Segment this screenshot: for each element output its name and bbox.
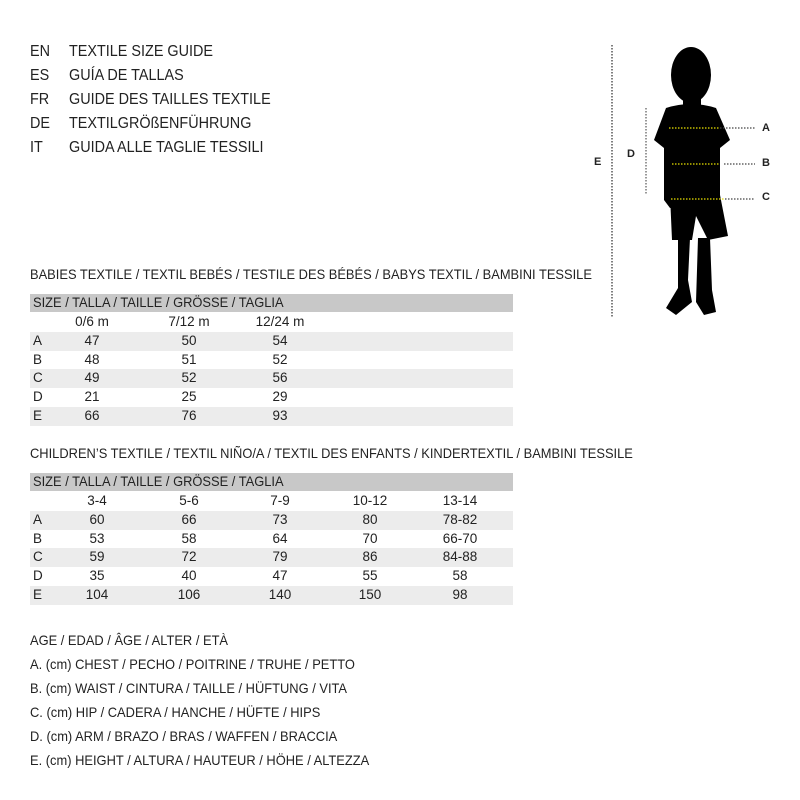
table-cell: 56 (272, 370, 288, 386)
row-label: C (33, 370, 43, 386)
table-cell: 86 (362, 549, 378, 565)
table-cell: 60 (89, 512, 105, 527)
table-cell: 53 (89, 530, 105, 546)
language-title: GUIDE DES TAILLES TEXTILE (69, 91, 271, 108)
table-cell: 25 (181, 389, 197, 405)
row-label: A (33, 512, 43, 527)
table-row: C 49 52 56 (30, 369, 513, 389)
language-title: GUÍA DE TALLAS (69, 67, 184, 84)
table-cell: 59 (89, 549, 105, 565)
row-label: D (33, 568, 43, 584)
column-header: 10-12 (352, 493, 388, 508)
table-cell: 72 (181, 549, 197, 565)
table-cell: 29 (272, 389, 288, 405)
table-cell: 54 (272, 333, 288, 348)
table-cell: 52 (272, 351, 288, 367)
column-header: 13-14 (442, 493, 478, 508)
table-cell: 35 (89, 568, 105, 584)
table-cell: 50 (181, 333, 197, 348)
table-row: B 53 58 64 70 66-70 (30, 530, 513, 549)
children-title: CHILDREN’S TEXTILE / TEXTIL NIÑO/A / TEX… (30, 445, 633, 461)
label-b: B (762, 157, 770, 169)
table-cell: 84-88 (442, 549, 478, 565)
table-row: D 21 25 29 (30, 388, 513, 407)
column-header: 5-6 (179, 493, 199, 508)
table-cell: 58 (452, 568, 468, 584)
row-label: D (33, 389, 43, 405)
table-cell: 106 (177, 586, 201, 602)
label-c: C (762, 191, 770, 203)
size-header-bar: SIZE / TALLA / TAILLE / GRÖSSE / TAGLIA (30, 473, 513, 491)
table-row: A 47 50 54 (30, 332, 513, 351)
table-cell: 79 (272, 549, 288, 565)
column-header: 7/12 m (168, 314, 210, 329)
column-header: 7-9 (270, 493, 290, 508)
table-row: A 60 66 73 80 78-82 (30, 511, 513, 530)
label-e: E (594, 156, 602, 168)
legend-item: B. (cm) WAIST / CINTURA / TAILLE / HÜFTU… (30, 680, 348, 696)
label-a: A (762, 122, 770, 134)
language-title: TEXTILGRÖßENFÜHRUNG (69, 115, 252, 132)
table-cell: 64 (272, 530, 288, 546)
table-row: B 48 51 52 (30, 351, 513, 370)
table-cell: 55 (362, 568, 378, 584)
column-header: 0/6 m (75, 314, 109, 329)
table-cell: 40 (181, 568, 197, 584)
legend-item: AGE / EDAD / ÂGE / ALTER / ETÀ (30, 632, 229, 648)
language-code: DE (30, 115, 51, 132)
table-row: E 104 106 140 150 98 (30, 585, 513, 605)
row-label: E (33, 407, 43, 423)
table-cell: 76 (181, 407, 197, 423)
table-cell: 52 (181, 370, 197, 386)
row-label: B (33, 530, 43, 546)
size-header-label: SIZE / TALLA / TAILLE / GRÖSSE / TAGLIA (33, 473, 284, 489)
table-cell: 98 (452, 586, 468, 602)
size-header-label: SIZE / TALLA / TAILLE / GRÖSSE / TAGLIA (33, 294, 284, 310)
column-header-row: 0/6 m 7/12 m 12/24 m (30, 313, 513, 332)
legend-item: E. (cm) HEIGHT / ALTURA / HAUTEUR / HÖHE… (30, 752, 370, 768)
row-label: B (33, 351, 43, 367)
table-row: C 59 72 79 86 84-88 (30, 548, 513, 568)
row-label: C (33, 549, 43, 565)
table-cell: 66-70 (442, 530, 478, 546)
table-cell: 104 (85, 586, 109, 602)
table-cell: 93 (272, 407, 288, 423)
table-cell: 78-82 (442, 512, 478, 527)
table-cell: 48 (84, 351, 100, 367)
table-cell: 51 (181, 351, 197, 367)
label-d: D (627, 148, 635, 160)
column-header: 12/24 m (255, 314, 305, 329)
table-cell: 140 (268, 586, 292, 602)
table-row: D 35 40 47 55 58 (30, 567, 513, 586)
child-silhouette-diagram (611, 45, 755, 318)
table-cell: 66 (84, 407, 100, 423)
legend-item: A. (cm) CHEST / PECHO / POITRINE / TRUHE… (30, 656, 355, 672)
table-cell: 47 (84, 333, 100, 348)
table-cell: 150 (358, 586, 382, 602)
language-code: IT (30, 139, 43, 156)
column-header: 3-4 (87, 493, 107, 508)
legend-item: D. (cm) ARM / BRAZO / BRAS / WAFFEN / BR… (30, 728, 338, 744)
language-title: TEXTILE SIZE GUIDE (69, 43, 214, 60)
size-header-bar: SIZE / TALLA / TAILLE / GRÖSSE / TAGLIA (30, 294, 513, 312)
babies-title: BABIES TEXTILE / TEXTIL BEBÉS / TESTILE … (30, 266, 592, 282)
table-cell: 47 (272, 568, 288, 584)
language-code: ES (30, 67, 50, 84)
table-cell: 70 (362, 530, 378, 546)
silhouette-icon (654, 47, 730, 315)
table-cell: 66 (181, 512, 197, 527)
table-cell: 80 (362, 512, 378, 527)
language-code: FR (30, 91, 50, 108)
table-cell: 21 (84, 389, 100, 405)
language-code: EN (30, 43, 51, 60)
column-header-row: 3-4 5-6 7-9 10-12 13-14 (30, 492, 513, 511)
table-row: E 66 76 93 (30, 406, 513, 426)
legend-item: C. (cm) HIP / CADERA / HANCHE / HÜFTE / … (30, 704, 321, 720)
table-cell: 73 (272, 512, 288, 527)
row-label: E (33, 586, 43, 602)
row-label: A (33, 333, 43, 348)
table-cell: 58 (181, 530, 197, 546)
language-title: GUIDA ALLE TAGLIE TESSILI (69, 139, 264, 156)
table-cell: 49 (84, 370, 100, 386)
